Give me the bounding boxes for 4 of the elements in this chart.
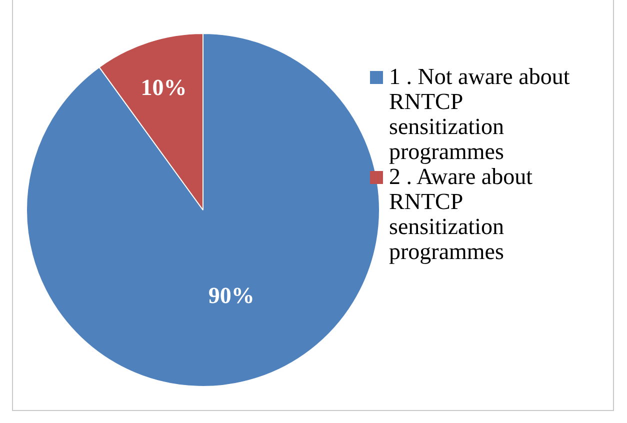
data-label: 10%: [140, 75, 187, 100]
legend-label: 1 . Not aware about RNTCP sensitization programmes: [389, 64, 570, 164]
data-label: 90%: [208, 283, 254, 308]
legend-label: 2 . Aware about RNTCP sensitization programmes: [389, 164, 534, 264]
